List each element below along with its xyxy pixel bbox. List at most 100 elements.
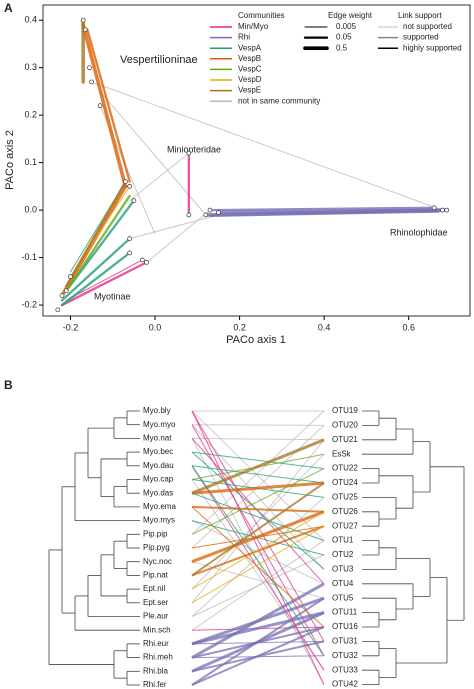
- host-label: Ept.nil: [143, 584, 165, 593]
- edge: [216, 208, 449, 215]
- symbiont-label: OTU22: [332, 464, 358, 473]
- node: [123, 179, 128, 184]
- symbiont-label: OTU20: [332, 421, 358, 430]
- link: [191, 520, 325, 585]
- x-axis-label: PACo axis 1: [226, 334, 286, 346]
- symbiont-label: OTU26: [332, 507, 358, 516]
- link: [191, 525, 325, 549]
- symbiont-label: OTU31: [332, 637, 358, 646]
- edge: [86, 28, 131, 183]
- link: [191, 511, 325, 590]
- node: [131, 198, 137, 203]
- y-tick-label: 0.3: [24, 62, 37, 72]
- legend-title: Edge weight: [328, 11, 373, 20]
- annotation: Myotinae: [94, 291, 131, 301]
- link: [191, 438, 325, 495]
- legend-label: Min/Myo: [238, 22, 269, 31]
- host-label: Myo.bly: [143, 406, 171, 415]
- link: [191, 626, 325, 686]
- legend-label: highly supported: [403, 43, 462, 52]
- host-label: Ple.aur: [143, 612, 169, 621]
- edge: [81, 23, 128, 189]
- link: [191, 410, 325, 535]
- symbiont-label: OTU42: [332, 680, 358, 689]
- link: [191, 640, 325, 645]
- plot-frame: [42, 4, 471, 317]
- node: [127, 236, 133, 241]
- legend-label: Rhi: [238, 33, 250, 42]
- link: [191, 482, 325, 577]
- y-tick-label: 0.4: [24, 15, 37, 25]
- edge: [65, 180, 127, 288]
- legend-label: 0.005: [336, 22, 357, 31]
- symbiont-label: EsSk: [332, 449, 352, 458]
- link: [191, 611, 325, 646]
- node: [97, 103, 103, 109]
- node: [207, 207, 213, 213]
- legend-title: Communities: [238, 11, 285, 20]
- symbiont-label: OTU1: [332, 536, 354, 545]
- link: [191, 451, 325, 570]
- edge: [129, 152, 190, 202]
- node: [186, 150, 192, 156]
- link: [191, 525, 325, 604]
- annotation: Miniopteridae: [167, 144, 221, 154]
- symbiont-label: OTU19: [332, 406, 358, 415]
- symbiont-label: OTU16: [332, 622, 358, 631]
- legend-label: VespB: [238, 54, 261, 63]
- host-label: Myo.dau: [143, 461, 174, 470]
- edge: [65, 259, 143, 301]
- edge: [60, 261, 148, 307]
- panel-label: B: [4, 378, 13, 392]
- legend-label: VespD: [238, 75, 262, 84]
- edge: [60, 251, 131, 307]
- annotation: Vespertilioninae: [120, 54, 198, 66]
- edge: [129, 214, 219, 240]
- link: [191, 468, 325, 535]
- node: [87, 65, 92, 71]
- host-label: Myo.das: [143, 488, 173, 497]
- node: [440, 207, 445, 213]
- x-tick-label: -0.2: [63, 322, 79, 332]
- y-tick-label: 0.0: [24, 204, 37, 214]
- link: [191, 582, 325, 659]
- node: [63, 288, 69, 294]
- symbiont-label: OTU3: [332, 565, 354, 574]
- host-label: Pip.nat: [143, 571, 169, 580]
- host-label: Nyc.noc: [143, 557, 172, 566]
- x-tick-label: 0.0: [149, 322, 162, 332]
- node: [127, 184, 133, 189]
- node: [68, 274, 73, 279]
- host-label: Myo.nat: [143, 434, 172, 443]
- host-label: Myo.myo: [143, 420, 176, 429]
- x-tick-label: 0.4: [318, 322, 331, 332]
- link: [191, 439, 325, 604]
- link: [191, 465, 325, 484]
- y-tick-label: 0.1: [24, 157, 37, 167]
- link: [191, 410, 325, 685]
- y-tick-label: -0.2: [21, 299, 37, 309]
- legend-label: 0.05: [336, 33, 352, 42]
- host-label: Myo.cap: [143, 475, 174, 484]
- node: [186, 212, 192, 218]
- node: [144, 259, 149, 265]
- link: [191, 505, 325, 513]
- edge: [91, 81, 444, 211]
- y-tick-label: -0.1: [21, 252, 37, 262]
- host-label: Myo.bec: [143, 447, 173, 456]
- host-label: Pip.pyg: [143, 543, 170, 552]
- edge: [146, 209, 211, 263]
- edge: [208, 210, 440, 217]
- symbiont-label: OTU27: [332, 521, 358, 530]
- link: [191, 424, 325, 426]
- symbiont-label: OTU25: [332, 493, 358, 502]
- link: [191, 410, 325, 642]
- symbiont-label: OTU5: [332, 593, 354, 602]
- node: [55, 307, 61, 313]
- link: [191, 437, 325, 441]
- legend-label: 0.5: [336, 43, 348, 52]
- panel-label: A: [4, 1, 13, 15]
- link: [191, 540, 325, 631]
- symbiont-label: OTU4: [332, 579, 354, 588]
